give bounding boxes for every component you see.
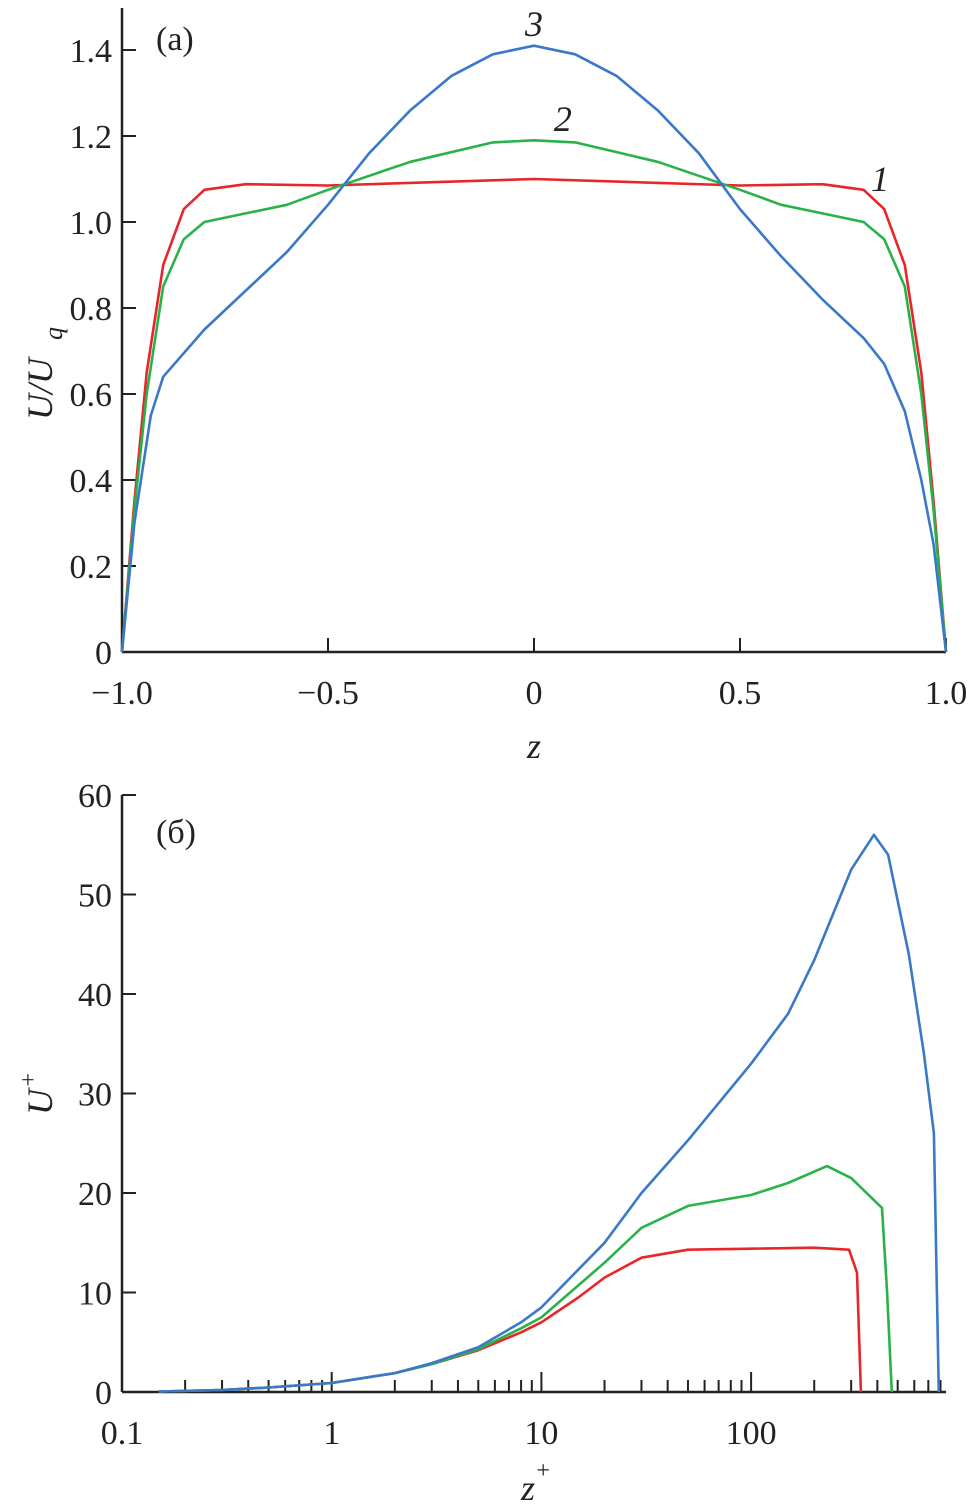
y-tick-label: 1.4 — [70, 33, 113, 70]
y-tick-label: 30 — [78, 1077, 112, 1114]
y-axis-label: U — [20, 1087, 60, 1115]
x-tick-label: 1 — [323, 1415, 340, 1452]
series-line-1 — [158, 1246, 863, 1393]
x-tick-label: −1.0 — [91, 675, 153, 712]
y-tick-label: 0.2 — [70, 549, 113, 586]
x-tick-label: 10 — [524, 1415, 558, 1452]
y-axis-label-subscript: q — [39, 327, 68, 340]
x-tick-label: 0.5 — [719, 675, 762, 712]
series-line-3 — [120, 44, 948, 653]
series-line-3 — [158, 833, 941, 1393]
y-tick-label: 40 — [78, 977, 112, 1014]
x-axis-label: z — [520, 1468, 535, 1508]
series-label-1: 1 — [871, 159, 889, 199]
y-tick-label: 10 — [78, 1276, 112, 1313]
y-tick-label: 0 — [95, 1375, 112, 1412]
x-axis-label-superscript: + — [535, 1458, 551, 1484]
series-line-1 — [120, 177, 948, 653]
y-tick-label: 0.6 — [70, 377, 113, 414]
x-tick-label: 1.0 — [925, 675, 968, 712]
series-label-3: 3 — [524, 4, 543, 44]
y-axis-label: U/U — [20, 356, 60, 420]
y-tick-label: 0.8 — [70, 291, 113, 328]
y-tick-label: 50 — [78, 878, 112, 915]
y-axis-label-superscript: + — [16, 1072, 42, 1088]
series-label-2: 2 — [554, 99, 572, 139]
x-axis-label: z — [526, 726, 541, 766]
panel-label: (a) — [156, 21, 194, 58]
series-line-2 — [158, 1164, 894, 1393]
x-tick-label: 0.1 — [101, 1415, 144, 1452]
x-tick-label: −0.5 — [297, 675, 359, 712]
x-tick-label: 100 — [726, 1415, 777, 1452]
panel-label: (б) — [156, 814, 196, 851]
y-tick-label: 1.0 — [70, 205, 113, 242]
y-tick-label: 0.4 — [70, 463, 113, 500]
y-tick-label: 20 — [78, 1176, 112, 1213]
y-tick-label: 1.2 — [70, 119, 113, 156]
x-tick-label: 0 — [526, 675, 543, 712]
panel-a: 0 0.2 0.4 0.6 0.8 1.0 1.2 1.4 −1.0 −0.5 0 0.5 1.0 1 2 3… — [20, 4, 967, 766]
y-tick-label: 0 — [95, 635, 112, 672]
y-tick-label: 60 — [78, 778, 112, 815]
series-line-2 — [120, 139, 948, 653]
